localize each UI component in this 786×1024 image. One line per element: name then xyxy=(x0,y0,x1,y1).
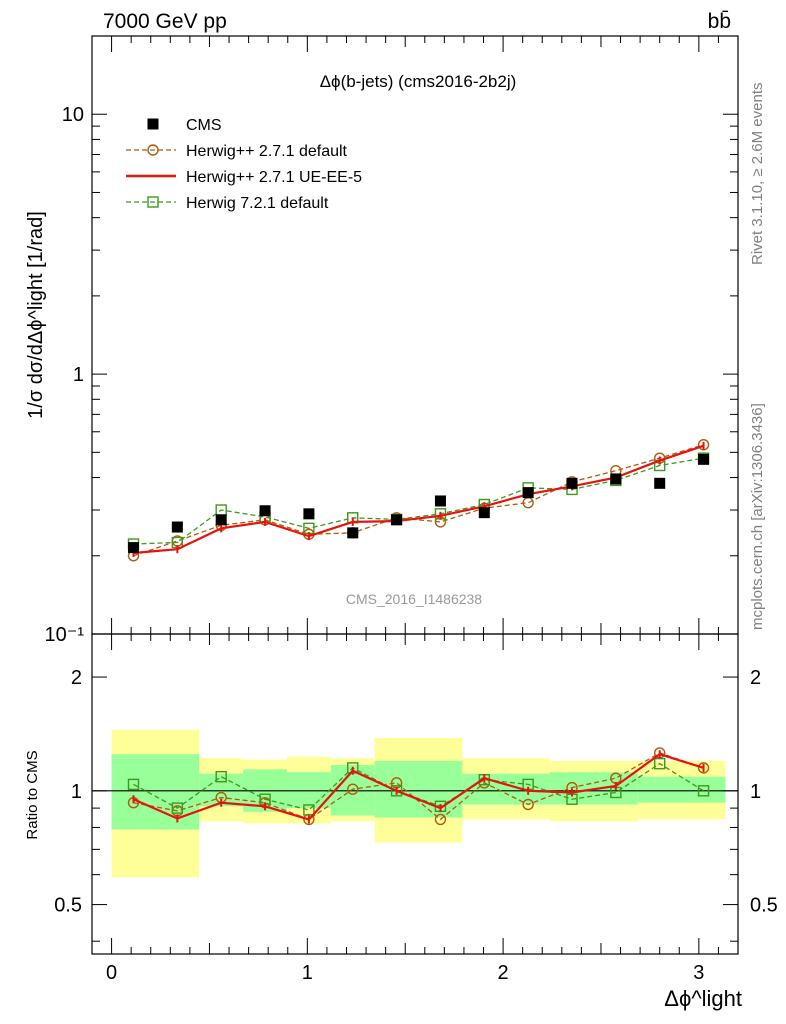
data-point xyxy=(303,508,315,520)
data-point xyxy=(347,527,359,539)
process-label: bb̄ xyxy=(708,10,731,33)
y-tick-label: 10 xyxy=(62,104,84,126)
data-point xyxy=(127,778,140,791)
ratio-y-tick-label-right: 2 xyxy=(750,667,761,689)
legend: CMS Herwig++ 2.7.1 default Herwig++ 2.7.1 … xyxy=(126,117,362,212)
ratio-uncertainty-bands xyxy=(111,729,726,878)
data-point xyxy=(147,118,159,130)
data-point xyxy=(215,770,227,783)
ratio-y-tick-label-right: 0.5 xyxy=(750,895,778,917)
data-point xyxy=(610,473,622,485)
main-y-axis-title: 1/σ dσ/dΔϕ^light [1/rad] xyxy=(25,211,47,419)
data-point xyxy=(347,783,359,795)
energy-label: 7000 GeV pp xyxy=(103,10,227,33)
main-series-layer xyxy=(127,439,710,562)
data-point xyxy=(147,196,159,208)
data-point xyxy=(434,495,446,507)
data-point xyxy=(698,453,710,465)
data-point xyxy=(654,477,666,489)
data-point xyxy=(171,521,183,533)
series-line xyxy=(133,752,704,821)
ratio-axes: 0 1 2 3 0.5 0.5 1 1 2 2 xyxy=(54,36,778,984)
data-point xyxy=(522,487,534,499)
ratio-y-tick-label: 1 xyxy=(71,781,82,803)
ratio-y-tick-label: 2 xyxy=(71,667,82,689)
y-tick-label: 10⁻¹ xyxy=(45,624,85,646)
legend-label: Herwig++ 2.7.1 default xyxy=(186,143,348,160)
series-line xyxy=(133,444,704,557)
data-point xyxy=(653,757,666,770)
x-tick-label: 0 xyxy=(106,962,117,984)
data-point xyxy=(697,762,710,774)
ratio-series-layer xyxy=(127,747,710,826)
legend-label: CMS xyxy=(186,117,222,134)
series-line xyxy=(133,444,704,555)
ratio-y-tick-label: 0.5 xyxy=(54,895,82,917)
mcplots-reference-label: mcplots.cern.ch [arXiv:1306.3436] xyxy=(749,403,766,630)
legend-label: Herwig 7.2.1 default xyxy=(186,195,329,212)
band-inner xyxy=(462,773,551,805)
data-point xyxy=(147,144,159,156)
x-tick-label: 1 xyxy=(302,962,313,984)
data-point xyxy=(303,804,315,816)
series-line xyxy=(133,752,704,821)
y-tick-label: 1 xyxy=(73,364,84,386)
rivet-version-label: Rivet 3.1.10, ≥ 2.6M events xyxy=(749,83,766,266)
x-axis-title: Δϕ^light xyxy=(664,986,742,1011)
data-point xyxy=(522,798,534,811)
x-tick-label: 3 xyxy=(693,962,704,984)
band-inner xyxy=(637,776,726,803)
data-point xyxy=(171,802,184,814)
data-point xyxy=(566,477,578,489)
data-point xyxy=(215,514,227,526)
analysis-watermark: CMS_2016_I1486238 xyxy=(346,591,482,607)
plot-title: Δϕ(b-jets) (cms2016-2b2j) xyxy=(320,72,517,91)
ratio-y-axis-title: Ratio to CMS xyxy=(24,750,41,839)
x-tick-label: 2 xyxy=(498,962,509,984)
band-inner xyxy=(111,754,200,830)
ratio-frame xyxy=(91,633,739,955)
band-inner xyxy=(374,760,463,818)
legend-label: Herwig++ 2.7.1 UE-EE-5 xyxy=(186,169,362,186)
data-point xyxy=(391,514,403,526)
data-point xyxy=(259,505,271,517)
ratio-y-tick-label-right: 1 xyxy=(750,781,761,803)
data-point xyxy=(390,785,403,797)
data-point xyxy=(697,785,710,797)
data-point xyxy=(128,542,140,554)
data-point xyxy=(478,507,490,519)
data-point xyxy=(434,813,447,826)
series-line xyxy=(133,457,704,545)
